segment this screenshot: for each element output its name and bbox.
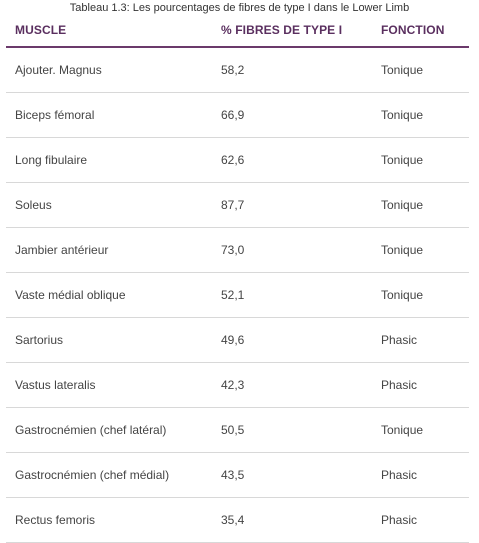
- cell-percent: 62,6: [221, 153, 245, 167]
- fiber-type-table: MUSCLE % FIBRES DE TYPE I FONCTION Ajout…: [6, 15, 469, 543]
- table-row: Biceps fémoral 66,9 Tonique: [6, 93, 469, 138]
- table-row: Vastus lateralis 42,3 Phasic: [6, 363, 469, 408]
- cell-function: Phasic: [381, 333, 418, 347]
- cell-muscle: Sartorius: [15, 333, 64, 347]
- table-row: Sartorius 49,6 Phasic: [6, 318, 469, 363]
- cell-muscle: Ajouter. Magnus: [15, 63, 102, 77]
- cell-percent: 73,0: [221, 243, 245, 257]
- cell-muscle: Rectus femoris: [15, 513, 96, 527]
- table-row: Jambier antérieur 73,0 Tonique: [6, 228, 469, 273]
- cell-function: Tonique: [381, 153, 424, 167]
- cell-function: Tonique: [381, 198, 424, 212]
- table-row: Vaste médial oblique 52,1 Tonique: [6, 273, 469, 318]
- cell-function: Phasic: [381, 468, 418, 482]
- cell-muscle: Gastrocnémien (chef latéral): [15, 423, 167, 437]
- header-function: FONCTION: [381, 23, 445, 37]
- cell-percent: 58,2: [221, 63, 245, 77]
- header-type-i-fibers: % FIBRES DE TYPE I: [221, 23, 343, 37]
- cell-function: Tonique: [381, 423, 424, 437]
- table-row: Rectus femoris 35,4 Phasic: [6, 498, 469, 543]
- table-row: Gastrocnémien (chef médial) 43,5 Phasic: [6, 453, 469, 498]
- table-row: Gastrocnémien (chef latéral) 50,5 Toniqu…: [6, 408, 469, 453]
- cell-percent: 49,6: [221, 333, 245, 347]
- table-row: Ajouter. Magnus 58,2 Tonique: [6, 48, 469, 93]
- cell-percent: 35,4: [221, 513, 245, 527]
- table-caption: Tableau 1.3: Les pourcentages de fibres …: [69, 2, 410, 14]
- cell-muscle: Long fibulaire: [15, 153, 88, 167]
- cell-function: Phasic: [381, 513, 418, 527]
- cell-function: Phasic: [381, 378, 418, 392]
- cell-muscle: Vastus lateralis: [15, 378, 96, 392]
- cell-muscle: Jambier antérieur: [15, 243, 109, 257]
- cell-percent: 50,5: [221, 423, 245, 437]
- cell-function: Tonique: [381, 288, 424, 302]
- table-row: Long fibulaire 62,6 Tonique: [6, 138, 469, 183]
- cell-muscle: Gastrocnémien (chef médial): [15, 468, 170, 482]
- cell-muscle: Biceps fémoral: [15, 108, 95, 122]
- cell-percent: 43,5: [221, 468, 245, 482]
- cell-percent: 42,3: [221, 378, 245, 392]
- cell-muscle: Vaste médial oblique: [15, 288, 126, 302]
- cell-function: Tonique: [381, 108, 424, 122]
- cell-function: Tonique: [381, 63, 424, 77]
- table-row: Soleus 87,7 Tonique: [6, 183, 469, 228]
- cell-percent: 66,9: [221, 108, 245, 122]
- header-muscle: MUSCLE: [15, 23, 67, 37]
- cell-percent: 87,7: [221, 198, 245, 212]
- cell-muscle: Soleus: [15, 198, 52, 212]
- cell-percent: 52,1: [221, 288, 245, 302]
- table-header-row: MUSCLE % FIBRES DE TYPE I FONCTION: [6, 15, 469, 48]
- cell-function: Tonique: [381, 243, 424, 257]
